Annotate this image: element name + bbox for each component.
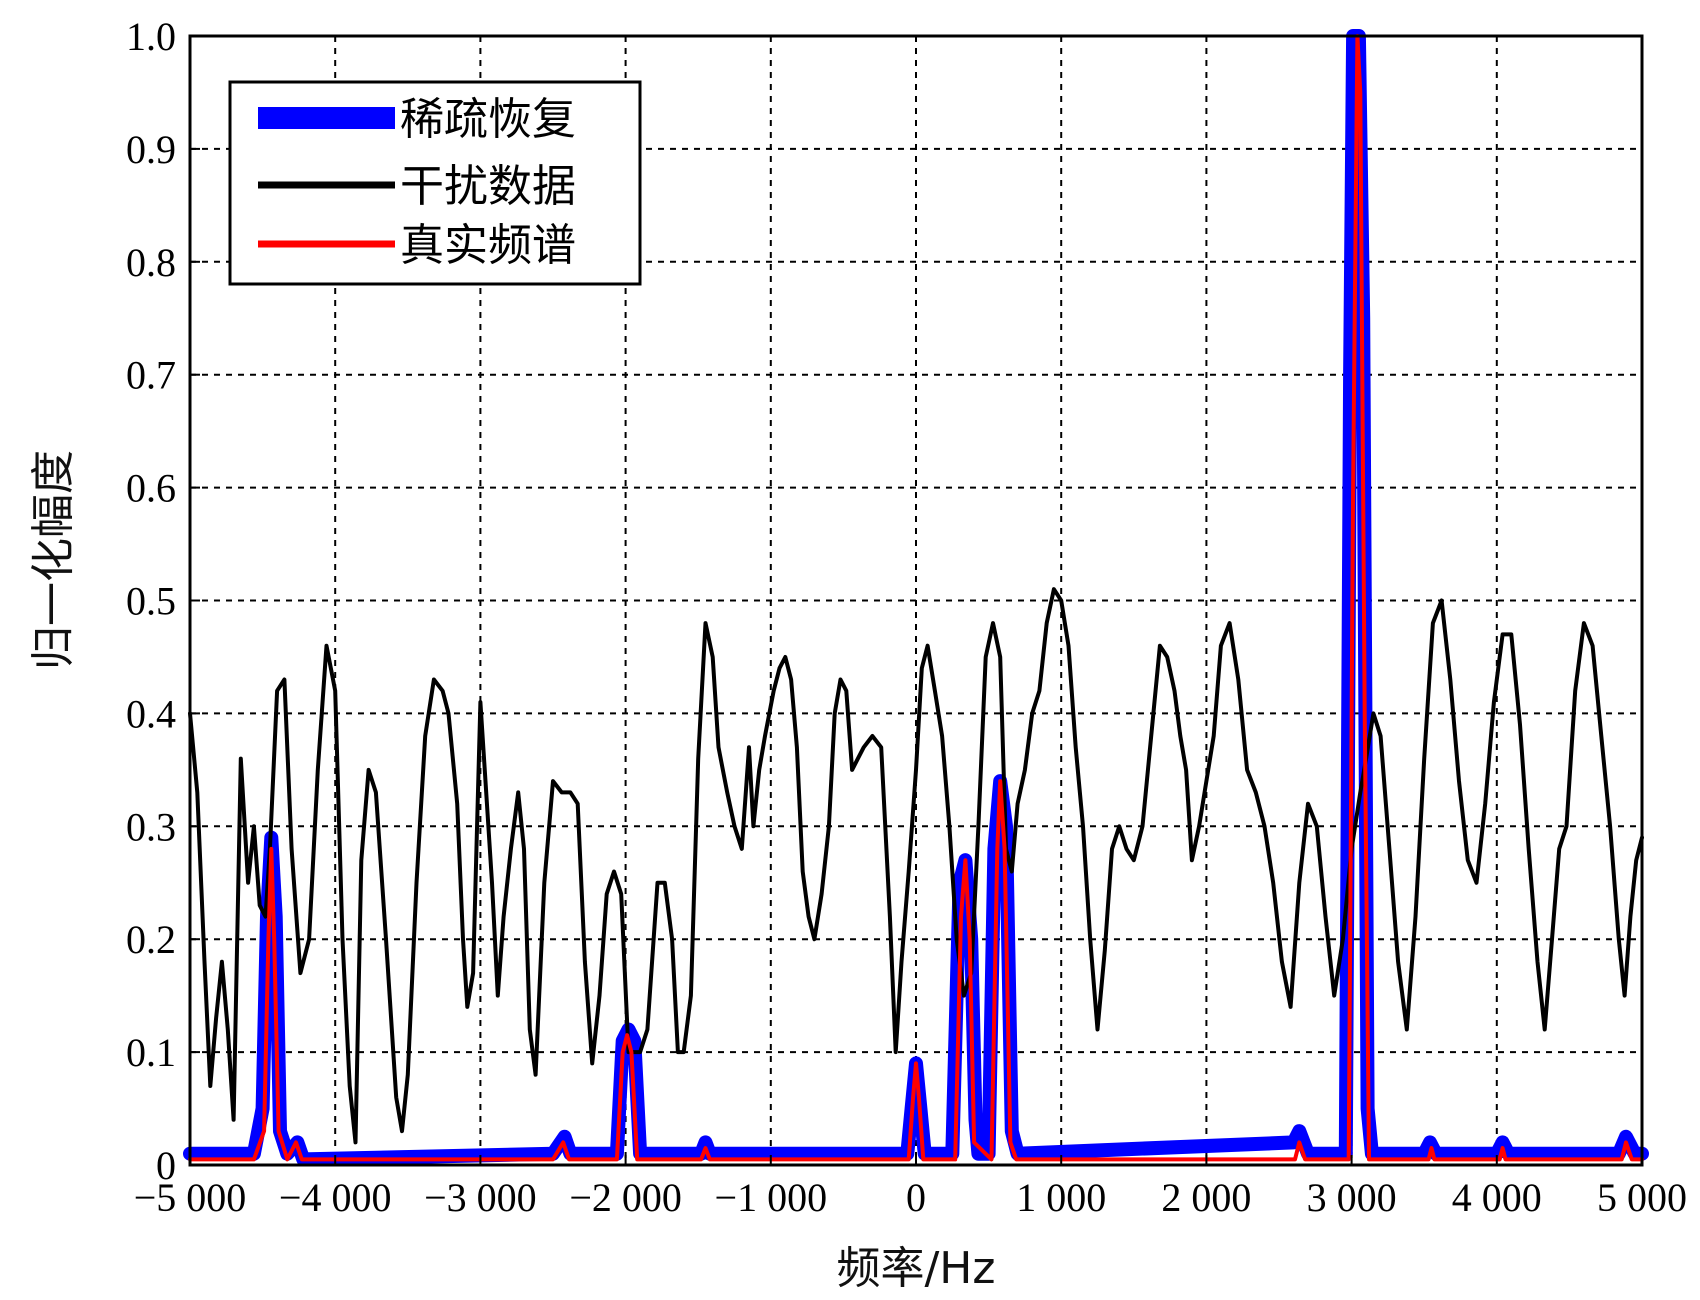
y-tick-label: 0.2: [126, 917, 176, 962]
series-interference-data: [188, 587, 1644, 1145]
y-tick-label: 0.9: [126, 127, 176, 172]
y-tick-label: 0: [156, 1143, 176, 1188]
y-tick-label: 0.8: [126, 240, 176, 285]
y-tick-label: 0.1: [126, 1030, 176, 1075]
x-tick-label: 2 000: [1161, 1175, 1251, 1220]
y-tick-label: 0.3: [126, 804, 176, 849]
legend: 稀疏恢复 干扰数据 真实频谱: [228, 80, 642, 286]
y-tick-label: 1.0: [126, 14, 176, 59]
y-tick-label: 0.5: [126, 579, 176, 624]
x-axis-title: 频率/Hz: [836, 1243, 995, 1294]
x-tick-label: 1 000: [1016, 1175, 1106, 1220]
legend-label-true-spectrum: 真实频谱: [400, 220, 576, 271]
y-tick-label: 0.7: [126, 353, 176, 398]
x-tick-label: −5 000: [134, 1175, 247, 1220]
x-tick-label: 5 000: [1597, 1175, 1687, 1220]
x-tick-label: 3 000: [1307, 1175, 1397, 1220]
x-tick-label: 4 000: [1452, 1175, 1542, 1220]
series-true-spectrum: [188, 34, 1644, 1162]
legend-label-sparse-recovery: 稀疏恢复: [400, 94, 576, 145]
legend-label-interference-data: 干扰数据: [400, 161, 576, 212]
y-tick-label: 0.6: [126, 466, 176, 511]
x-tick-label: −2 000: [569, 1175, 682, 1220]
x-tick-label: −4 000: [279, 1175, 392, 1220]
x-tick-label: −1 000: [715, 1175, 828, 1220]
y-tick-label: 0.4: [126, 691, 176, 736]
y-axis-title: 归一化幅度: [28, 450, 79, 670]
axis-ticks: −5 000 −4 000 −3 000 −2 000 −1 000 0 1 000 2 00…: [126, 14, 1687, 1220]
plot-series: [183, 29, 1649, 1167]
x-tick-label: 0: [906, 1175, 926, 1220]
x-tick-label: −3 000: [424, 1175, 537, 1220]
